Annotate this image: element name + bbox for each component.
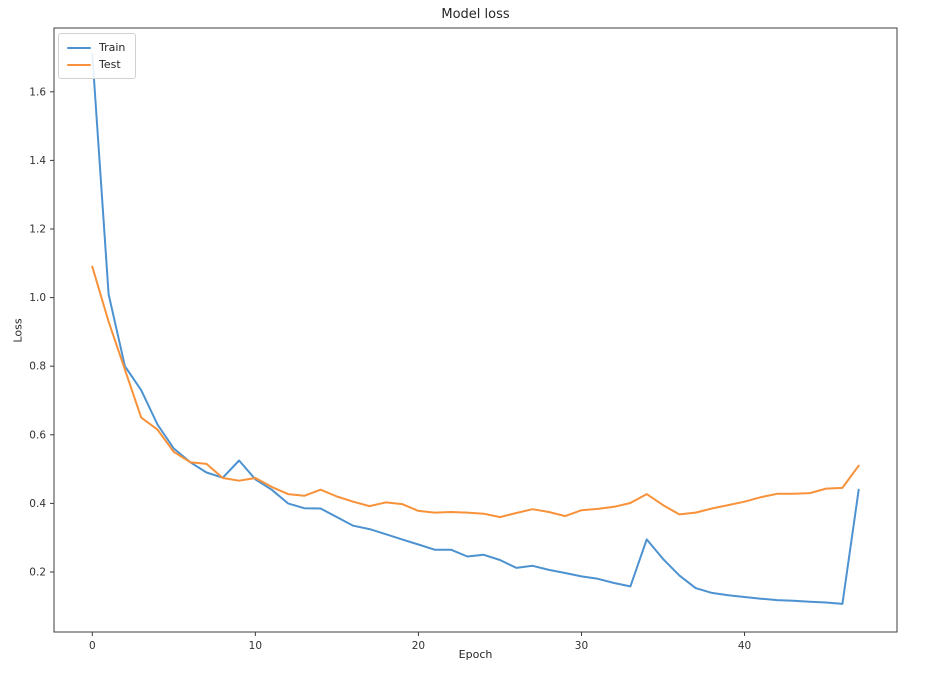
- chart-title: Model loss: [441, 7, 510, 22]
- y-tick-label: 1.2: [29, 223, 46, 235]
- x-tick-label: 40: [738, 640, 751, 652]
- y-tick-label: 1.4: [29, 155, 46, 167]
- y-axis-label: Loss: [11, 318, 25, 343]
- y-tick-label: 0.8: [29, 361, 46, 373]
- test-line: [91, 265, 860, 519]
- y-tick-label: 1.0: [29, 292, 46, 304]
- x-tick-label: 0: [89, 640, 96, 652]
- x-tick-label: 20: [412, 640, 425, 652]
- train-line-swatch: [67, 46, 91, 49]
- legend-label-train: Train: [99, 41, 126, 54]
- legend: Train Test: [58, 33, 137, 79]
- legend-item-test: Test: [67, 56, 125, 73]
- y-tick-label: 0.4: [29, 498, 46, 510]
- axes-frame: [53, 27, 898, 633]
- legend-label-test: Test: [99, 58, 121, 71]
- x-axis-label: Epoch: [458, 648, 493, 661]
- train-line: [91, 53, 860, 605]
- y-tick-label: 0.2: [29, 566, 46, 578]
- x-tick-label: 30: [575, 640, 588, 652]
- test-line-swatch: [67, 63, 91, 66]
- y-tick-label: 1.6: [29, 86, 46, 98]
- legend-item-train: Train: [67, 39, 125, 56]
- x-tick-label: 10: [249, 640, 262, 652]
- y-tick-label: 0.6: [29, 429, 46, 441]
